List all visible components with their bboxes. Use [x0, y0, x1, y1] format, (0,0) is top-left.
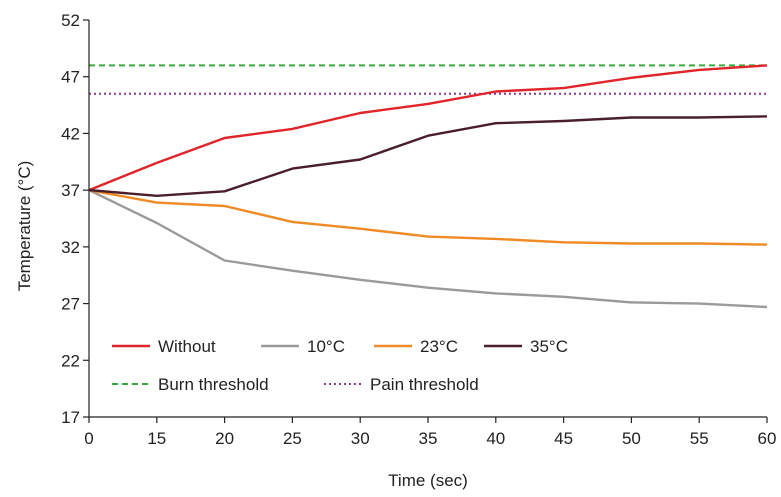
x-tick-label: 40: [486, 429, 505, 448]
x-tick-label: 15: [147, 429, 166, 448]
x-tick-label: 35: [419, 429, 438, 448]
x-tick-label: 50: [622, 429, 641, 448]
x-tick-label: 20: [215, 429, 234, 448]
series-line-3: [88, 188, 768, 246]
y-tick-label: 52: [61, 11, 80, 30]
y-tick-label: 32: [61, 238, 80, 257]
legend-label-threshold-1: Burn threshold: [158, 375, 269, 394]
axes: 17 22 27 32 37 42 47 52 0 15 20 25 30 35 40 45 50 55 60: [61, 11, 776, 448]
legend-label-2: 10°C: [307, 337, 345, 356]
legend: Without 10°C 23°C 35°C Burn threshold Pain th…: [112, 337, 568, 394]
x-tick-label: 25: [283, 429, 302, 448]
plot-area: [88, 64, 768, 309]
legend-label-4: 35°C: [530, 337, 568, 356]
x-tick-label: 45: [554, 429, 573, 448]
y-axis-title: Temperature (°C): [15, 161, 34, 292]
x-tick-label: 0: [84, 429, 93, 448]
x-tick-label: 60: [758, 429, 777, 448]
x-tick-label: 55: [690, 429, 709, 448]
x-tick-label: 30: [351, 429, 370, 448]
series-line-1: [88, 64, 768, 192]
series-line-4: [88, 115, 768, 198]
y-tick-label: 27: [61, 295, 80, 314]
y-tick-label: 42: [61, 124, 80, 143]
legend-label-1: Without: [158, 337, 216, 356]
y-tick-label: 37: [61, 181, 80, 200]
y-tick-label: 47: [61, 68, 80, 87]
legend-label-3: 23°C: [420, 337, 458, 356]
y-tick-label: 17: [61, 408, 80, 427]
series-line-2: [88, 189, 768, 309]
x-axis-title: Time (sec): [388, 471, 468, 490]
legend-label-threshold-2: Pain threshold: [370, 375, 479, 394]
y-tick-label: 22: [61, 351, 80, 370]
